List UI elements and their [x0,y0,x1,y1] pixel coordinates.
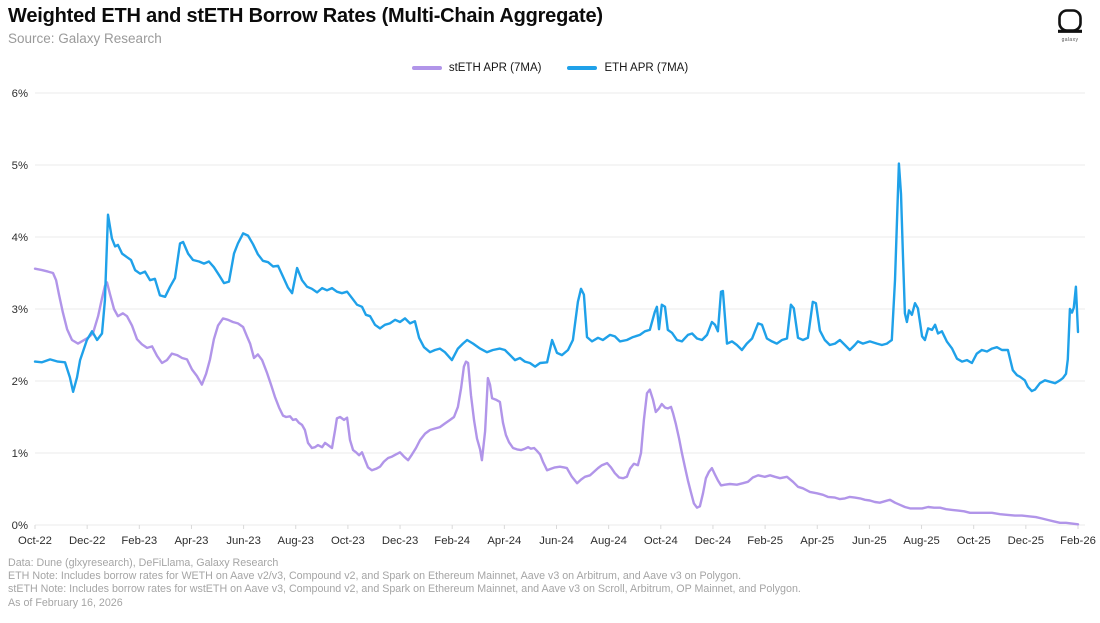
x-tick-label: Oct-24 [644,535,678,547]
x-tick-label: Oct-22 [18,535,52,547]
x-tick-label: Apr-23 [174,535,208,547]
x-tick-label: Aug-25 [903,535,939,547]
steth-legend-label: stETH APR (7MA) [448,62,542,74]
legend-item-steth: stETH APR (7MA) [411,62,542,74]
eth-legend-label: ETH APR (7MA) [604,62,689,74]
x-tick-label: Apr-25 [800,535,834,547]
galaxy-logo-icon [1058,9,1082,33]
x-axis-labels: Oct-22 Dec-22 Feb-23 Apr-23 Jun-23 Aug-23 Oct-… [18,525,1096,547]
source-label: Source: Galaxy Research [8,31,162,46]
eth-line-swatch [567,66,598,70]
x-tick-label: Jun-24 [539,535,574,547]
y-tick-label: 1% [12,448,28,460]
eth-apr-line [33,162,1080,393]
x-tick-label: Apr-24 [487,535,521,547]
steth-line-swatch [411,66,442,70]
galaxy-logo-wordmark: galaxy [1061,37,1079,43]
legend-item-eth: ETH APR (7MA) [567,62,688,74]
x-tick-label: Dec-25 [1008,535,1044,547]
x-tick-label: Aug-23 [278,535,314,547]
y-tick-label: 6% [12,88,28,100]
x-tick-label: Jun-23 [226,535,261,547]
y-tick-label: 3% [12,304,28,316]
x-tick-label: Feb-26 [1060,535,1096,547]
x-tick-label: Aug-24 [590,535,626,547]
x-tick-label: Oct-25 [957,535,991,547]
gridlines [35,92,1085,526]
y-tick-label: 5% [12,160,28,172]
footnote-as-of-date: As of February 16, 2026 [8,596,123,609]
x-tick-label: Feb-23 [121,535,157,547]
plot-svg: 0% 1% 2% 3% 4% 5% 6% Oct-22 Dec-22 Feb-23 Apr-23 Ju… [12,88,1096,547]
y-axis-labels: 0% 1% 2% 3% 4% 5% 6% [12,88,28,532]
x-tick-label: Feb-24 [434,535,470,547]
footnote-steth-note: stETH Note: Includes borrow rates for ws… [8,583,801,596]
legend: stETH APR (7MA) ETH APR (7MA) [0,62,1100,74]
footnotes: Data: Dune (glxyresearch), DeFiLlama, Ga… [8,557,801,610]
x-tick-label: Oct-23 [331,535,365,547]
y-tick-label: 0% [12,520,28,532]
x-tick-label: Dec-24 [695,535,731,547]
x-tick-label: Dec-22 [69,535,105,547]
footnote-data-sources: Data: Dune (glxyresearch), DeFiLlama, Ga… [8,557,279,569]
x-tick-label: Jun-25 [852,535,887,547]
plot-area: 0% 1% 2% 3% 4% 5% 6% Oct-22 Dec-22 Feb-23 Apr-23 Ju… [0,85,1100,557]
y-tick-label: 2% [12,376,28,388]
steth-apr-line [33,267,1080,526]
x-tick-label: Feb-25 [747,535,783,547]
galaxy-logo: galaxy [1050,8,1090,43]
footnote-eth-note: ETH Note: Includes borrow rates for WETH… [8,570,742,583]
x-tick-label: Dec-23 [382,535,418,547]
y-tick-label: 4% [12,232,28,244]
page-title: Weighted ETH and stETH Borrow Rates (Mul… [8,5,603,27]
